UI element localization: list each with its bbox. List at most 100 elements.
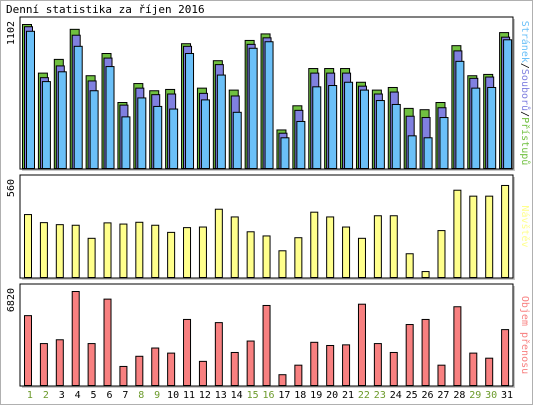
x-tick-label-day-1: 1 <box>27 390 33 401</box>
x-tick-label-day-21: 21 <box>342 390 354 401</box>
bar-visits-day-15 <box>246 231 255 278</box>
legend-entry: Objem přenosu <box>519 296 531 374</box>
x-tick-label-day-23: 23 <box>374 390 386 401</box>
x-tick-label-day-24: 24 <box>390 390 402 401</box>
bar-hits-day-31 <box>503 39 513 170</box>
bar-visits-day-27 <box>437 230 446 278</box>
bar-visits-day-2 <box>39 222 48 278</box>
legend-entry: Souborů <box>519 69 531 111</box>
x-tick-label-day-13: 13 <box>215 390 227 401</box>
bar-hits-day-20 <box>328 85 338 169</box>
bar-visits-day-3 <box>55 224 64 278</box>
bar-traffic-day-9 <box>151 347 160 387</box>
bar-visits-day-23 <box>373 215 382 278</box>
bar-traffic-day-11 <box>183 318 192 387</box>
x-tick-label-day-22: 22 <box>358 390 370 401</box>
bar-hits-day-14 <box>232 111 242 169</box>
panel-3-ymax-label: 6820 <box>6 288 17 312</box>
x-tick-label-day-4: 4 <box>75 390 81 401</box>
bar-hits-day-28 <box>455 60 465 169</box>
bar-hits-day-15 <box>248 47 258 170</box>
bar-hits-day-8 <box>137 97 147 169</box>
x-tick-label-day-31: 31 <box>501 390 513 401</box>
x-tick-label-day-8: 8 <box>138 390 144 401</box>
x-tick-label-day-14: 14 <box>231 390 243 401</box>
bar-visits-day-25 <box>405 253 414 278</box>
x-tick-label-day-3: 3 <box>59 390 65 401</box>
bar-hits-day-6 <box>105 66 115 169</box>
bar-traffic-day-18 <box>294 364 303 387</box>
x-tick-label-day-11: 11 <box>183 390 195 401</box>
panel-2-legend: Návštěv <box>519 205 531 247</box>
bar-visits-day-5 <box>87 237 96 278</box>
x-tick-label-day-26: 26 <box>422 390 434 401</box>
x-tick-label-day-20: 20 <box>326 390 338 401</box>
bar-traffic-day-21 <box>342 344 351 386</box>
bar-hits-day-21 <box>344 81 354 169</box>
bar-visits-day-6 <box>103 222 112 278</box>
x-tick-label-day-30: 30 <box>485 390 497 401</box>
bar-traffic-day-13 <box>214 322 223 386</box>
x-tick-label-day-27: 27 <box>437 390 449 401</box>
bar-visits-day-1 <box>24 214 32 278</box>
bar-hits-day-2 <box>41 81 51 169</box>
bar-visits-day-21 <box>342 226 351 278</box>
x-tick-label-day-25: 25 <box>406 390 418 401</box>
x-tick-label-day-16: 16 <box>262 390 274 401</box>
bar-hits-day-19 <box>312 86 322 169</box>
bar-hits-day-13 <box>216 74 226 169</box>
bar-visits-day-29 <box>469 195 478 278</box>
bar-traffic-day-7 <box>119 365 128 387</box>
bar-visits-day-8 <box>135 221 144 278</box>
bar-hits-day-3 <box>57 71 67 169</box>
bar-traffic-day-22 <box>357 303 366 386</box>
bar-visits-day-16 <box>262 235 271 278</box>
bar-hits-day-5 <box>89 90 99 169</box>
x-tick-label-day-28: 28 <box>453 390 465 401</box>
bar-visits-day-12 <box>198 226 207 278</box>
bar-visits-day-9 <box>151 224 160 278</box>
bar-visits-day-26 <box>421 271 430 278</box>
bar-traffic-day-28 <box>453 306 462 387</box>
bar-traffic-day-5 <box>87 343 96 387</box>
legend-entry: Návštěv <box>519 205 531 247</box>
bar-visits-day-13 <box>214 208 223 278</box>
legend-separator: / <box>519 111 530 117</box>
bar-traffic-day-8 <box>135 355 144 386</box>
bar-hits-day-23 <box>375 100 385 169</box>
bar-traffic-day-4 <box>71 291 80 386</box>
bar-traffic-day-23 <box>373 343 382 387</box>
bar-traffic-day-15 <box>246 340 255 386</box>
panel-1-ymax-label: 1102 <box>6 21 17 45</box>
bar-visits-day-4 <box>71 224 80 278</box>
bar-traffic-day-16 <box>262 304 271 386</box>
legend-entry: Přístupů <box>519 117 531 165</box>
x-tick-label-day-12: 12 <box>199 390 211 401</box>
x-tick-label-day-5: 5 <box>91 390 97 401</box>
bar-traffic-day-30 <box>485 357 494 386</box>
bar-traffic-day-27 <box>437 364 446 387</box>
bar-visits-day-31 <box>501 184 510 278</box>
bar-visits-day-22 <box>357 237 366 278</box>
x-tick-label-day-10: 10 <box>167 390 179 401</box>
bar-visits-day-28 <box>453 189 462 278</box>
chart-title: Denní statistika za říjen 2016 <box>6 3 205 16</box>
bar-traffic-day-6 <box>103 298 112 386</box>
bar-traffic-day-17 <box>278 374 287 386</box>
legend-separator: / <box>519 63 530 69</box>
bar-visits-day-19 <box>310 211 319 278</box>
bar-hits-day-29 <box>471 87 481 169</box>
x-tick-label-day-9: 9 <box>154 390 160 401</box>
bar-traffic-day-3 <box>55 339 64 386</box>
bar-visits-day-18 <box>294 237 303 278</box>
bar-traffic-day-29 <box>469 352 478 386</box>
panel-2-ymax-label: 560 <box>6 179 17 197</box>
bar-traffic-day-25 <box>405 324 414 387</box>
bar-hits-day-4 <box>73 45 83 169</box>
bar-traffic-day-14 <box>230 351 239 386</box>
bar-hits-day-26 <box>423 137 433 169</box>
bar-hits-day-12 <box>200 99 210 169</box>
bar-visits-day-24 <box>389 215 398 278</box>
